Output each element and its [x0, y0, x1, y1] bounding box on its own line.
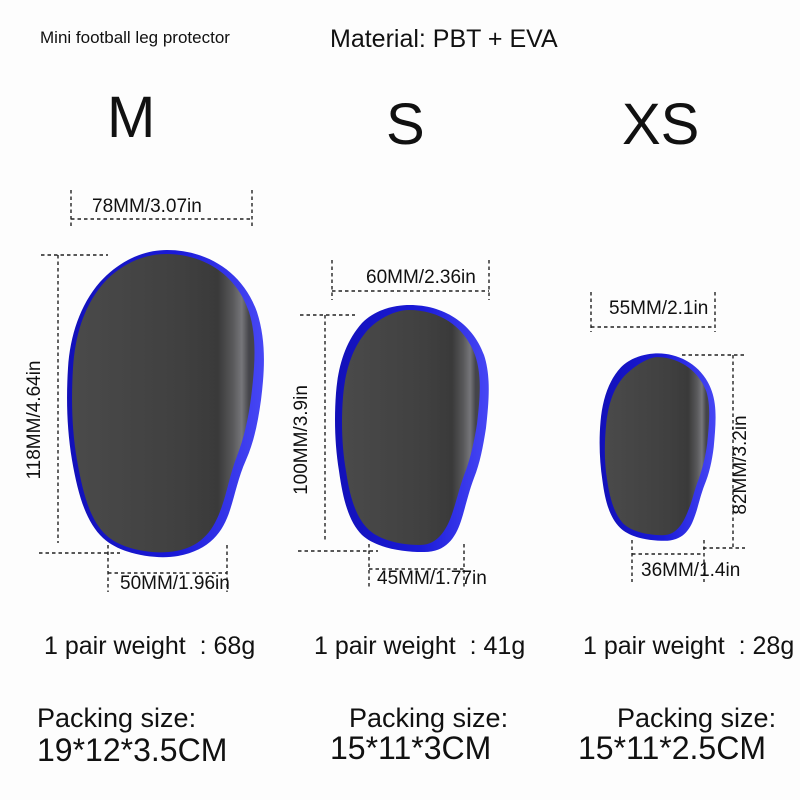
svg-text:60MM/2.36in: 60MM/2.36in [366, 267, 476, 288]
svg-text:118MM/4.64in: 118MM/4.64in [24, 361, 45, 480]
svg-text:78MM/3.07in: 78MM/3.07in [92, 196, 202, 217]
svg-text:45MM/1.77in: 45MM/1.77in [377, 568, 487, 589]
svg-text:100MM/3.9in: 100MM/3.9in [291, 385, 312, 495]
svg-text:82MM/3.2in: 82MM/3.2in [730, 415, 751, 514]
svg-text:36MM/1.4in: 36MM/1.4in [641, 560, 740, 581]
svg-text:50MM/1.96in: 50MM/1.96in [120, 573, 230, 594]
svg-text:55MM/2.1in: 55MM/2.1in [609, 298, 708, 319]
